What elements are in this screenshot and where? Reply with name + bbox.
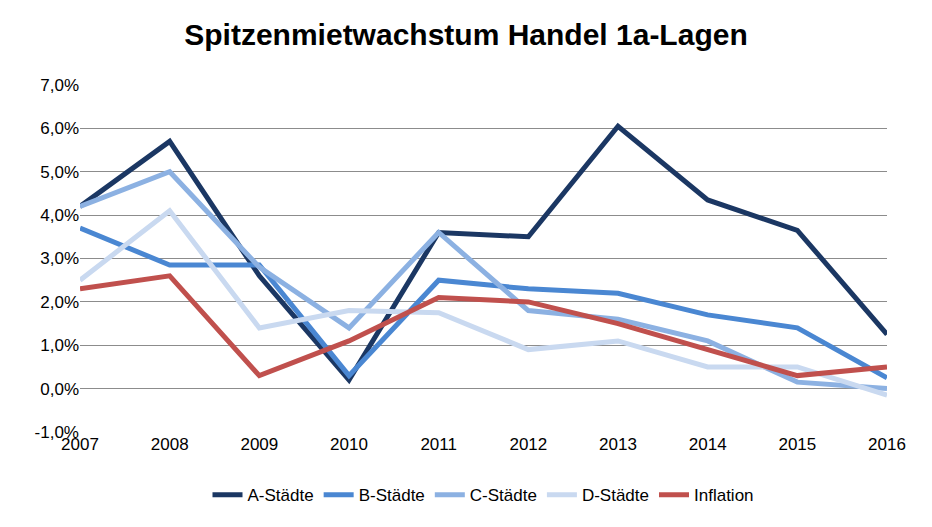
svg-text:2016: 2016 — [868, 435, 906, 454]
svg-text:0,0%: 0,0% — [40, 380, 79, 399]
svg-text:6,0%: 6,0% — [40, 119, 79, 138]
svg-text:2007: 2007 — [61, 435, 99, 454]
svg-text:Inflation: Inflation — [694, 486, 754, 505]
svg-text:Spitzenmietwachstum Handel 1a-: Spitzenmietwachstum Handel 1a-Lagen — [184, 18, 747, 51]
svg-text:2,0%: 2,0% — [40, 293, 79, 312]
svg-text:7,0%: 7,0% — [40, 76, 79, 95]
svg-text:A-Städte: A-Städte — [248, 486, 314, 505]
svg-text:2014: 2014 — [689, 435, 727, 454]
svg-text:1,0%: 1,0% — [40, 336, 79, 355]
svg-text:2015: 2015 — [778, 435, 816, 454]
svg-text:5,0%: 5,0% — [40, 163, 79, 182]
svg-text:2013: 2013 — [599, 435, 637, 454]
svg-text:B-Städte: B-Städte — [359, 486, 425, 505]
svg-text:2010: 2010 — [330, 435, 368, 454]
svg-text:-1,0%: -1,0% — [35, 423, 79, 442]
svg-text:2011: 2011 — [420, 435, 457, 454]
svg-text:2008: 2008 — [151, 435, 189, 454]
svg-text:4,0%: 4,0% — [40, 206, 79, 225]
svg-text:3,0%: 3,0% — [40, 249, 79, 268]
svg-text:C-Städte: C-Städte — [470, 486, 537, 505]
svg-text:2009: 2009 — [240, 435, 278, 454]
svg-text:2012: 2012 — [509, 435, 547, 454]
svg-text:D-Städte: D-Städte — [582, 486, 649, 505]
